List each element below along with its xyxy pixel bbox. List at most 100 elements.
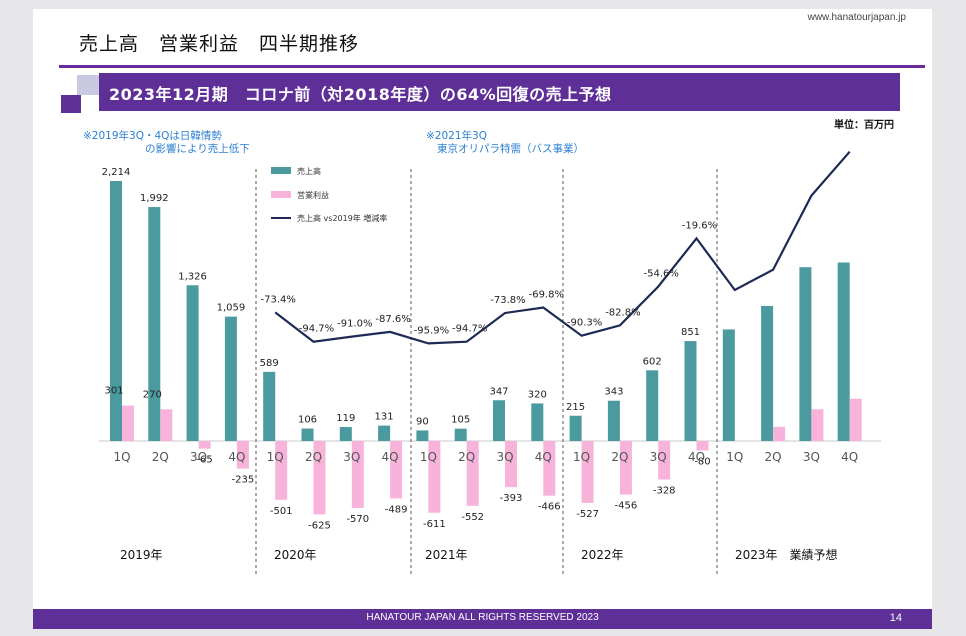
quarterly-chart: 2,2143011Q1,9922702Q1,326-653Q1,059-2354… <box>99 150 881 577</box>
profit-value-label: -625 <box>308 520 331 531</box>
rate-value-label: -82.8% <box>605 307 640 318</box>
quarter-tick-label: 1Q <box>573 450 590 464</box>
decorative-square-dark <box>61 95 81 113</box>
quarter-tick-label: 2Q <box>458 450 475 464</box>
sales-bar <box>186 285 199 441</box>
profit-bar <box>466 441 479 506</box>
sales-value-label: 1,326 <box>178 271 207 282</box>
quarter-tick-label: 4Q <box>382 450 399 464</box>
profit-bar <box>658 441 671 480</box>
profit-bar <box>505 441 517 488</box>
sales-value-label: 589 <box>260 358 279 369</box>
profit-value-label: -527 <box>576 509 599 520</box>
rate-value-label: -94.7% <box>299 324 334 335</box>
quarter-tick-label: 1Q <box>420 450 437 464</box>
profit-value-label: -393 <box>500 493 523 504</box>
sales-value-label: 602 <box>643 356 662 367</box>
quarter-tick-label: 1Q <box>267 450 284 464</box>
sales-bar <box>646 370 659 441</box>
sales-value-label: 105 <box>451 415 470 426</box>
profit-bar <box>773 426 786 441</box>
footer-copyright: HANATOUR JAPAN ALL RIGHTS RESERVED 2023 <box>366 612 599 623</box>
profit-value-label: -611 <box>423 519 446 530</box>
quarter-tick-label: 1Q <box>113 450 130 464</box>
profit-bar <box>160 409 173 441</box>
sales-value-label: 1,992 <box>140 193 169 204</box>
rate-value-label: -73.8% <box>490 295 525 306</box>
quarter-tick-label: 4Q <box>228 450 245 464</box>
sales-value-label: 1,059 <box>217 303 246 314</box>
sales-bar <box>531 403 544 441</box>
profit-bar <box>313 441 326 515</box>
sales-bar <box>569 415 582 441</box>
rate-value-label: -90.3% <box>567 318 602 329</box>
quarter-tick-label: 3Q <box>650 450 667 464</box>
sales-bar <box>416 430 429 441</box>
profit-value-label: 270 <box>143 389 162 400</box>
quarter-tick-label: 3Q <box>343 450 360 464</box>
profit-value-label: -80 <box>694 456 710 467</box>
rate-value-label: -73.4% <box>261 294 296 305</box>
quarter-tick-label: 2Q <box>305 450 322 464</box>
title-divider <box>59 65 925 68</box>
profit-bar <box>351 441 364 508</box>
rate-value-label: -54.6% <box>644 269 679 280</box>
headline-banner: 2023年12月期 コロナ前（対2018年度）の64%回復の売上予想 <box>99 73 900 111</box>
rate-value-label: -94.7% <box>452 324 487 335</box>
quarter-tick-label: 2Q <box>765 450 782 464</box>
legend-label-sales: 売上高 <box>297 166 321 176</box>
sales-value-label: 851 <box>681 327 700 338</box>
sales-bar <box>110 181 122 441</box>
profit-value-label: -501 <box>270 506 293 517</box>
profit-value-label: -552 <box>461 512 484 523</box>
profit-bar <box>122 405 134 441</box>
year-label: 2021年 <box>425 548 468 562</box>
year-label: 2019年 <box>120 548 163 562</box>
sales-value-label: 343 <box>604 387 623 398</box>
legend-label-profit: 営業利益 <box>297 190 329 200</box>
sales-bar <box>761 305 774 441</box>
profit-value-label: -235 <box>232 475 255 486</box>
profit-bar <box>198 441 211 449</box>
profit-bar <box>390 441 403 499</box>
unit-label: 単位：百万円 <box>834 120 894 131</box>
quarter-tick-label: 2Q <box>152 450 169 464</box>
slide: www.hanatourjapan.jp 売上高 営業利益 四半期推移 2023… <box>33 9 932 629</box>
sales-value-label: 347 <box>489 386 508 397</box>
sales-bar <box>722 329 735 441</box>
quarter-tick-label: 1Q <box>726 450 743 464</box>
profit-value-label: -466 <box>538 502 561 513</box>
quarter-tick-label: 3Q <box>803 450 820 464</box>
sales-value-label: 320 <box>528 389 547 400</box>
profit-bar <box>849 398 862 441</box>
year-label: 2020年 <box>274 548 317 562</box>
sales-bar <box>339 427 352 441</box>
quarter-tick-label: 4Q <box>535 450 552 464</box>
sales-value-label: 215 <box>566 402 585 413</box>
sales-value-label: 106 <box>298 415 317 426</box>
rate-value-label: -19.6% <box>682 220 717 231</box>
sales-bar <box>301 428 314 441</box>
quarter-tick-label: 4Q <box>841 450 858 464</box>
note-2021: ※2021年3Q 東京オリパラ特需（バス事業） <box>426 130 584 156</box>
page-number: 14 <box>889 612 902 624</box>
profit-bar <box>619 441 632 495</box>
rate-value-label: -91.0% <box>337 319 372 330</box>
profit-value-label: -456 <box>615 501 638 512</box>
headline-text: 2023年12月期 コロナ前（対2018年度）の64%回復の売上予想 <box>109 85 612 104</box>
rate-value-label: -87.6% <box>375 314 410 325</box>
note-2021-line2: 東京オリパラ特需（バス事業） <box>437 143 584 155</box>
page-title: 売上高 営業利益 四半期推移 <box>79 33 360 55</box>
sales-value-label: 2,214 <box>102 167 131 178</box>
profit-bar <box>811 409 824 441</box>
quarter-tick-label: 4Q <box>688 450 705 464</box>
rate-value-label: -95.9% <box>414 325 449 336</box>
profit-bar <box>581 441 594 503</box>
decorative-square-light <box>77 75 99 95</box>
profit-bar <box>543 441 556 496</box>
profit-value-label: 301 <box>104 386 123 397</box>
sales-bar <box>607 400 620 441</box>
sales-value-label: 131 <box>375 412 394 423</box>
sales-bar <box>837 262 850 441</box>
profit-bar <box>696 441 709 451</box>
